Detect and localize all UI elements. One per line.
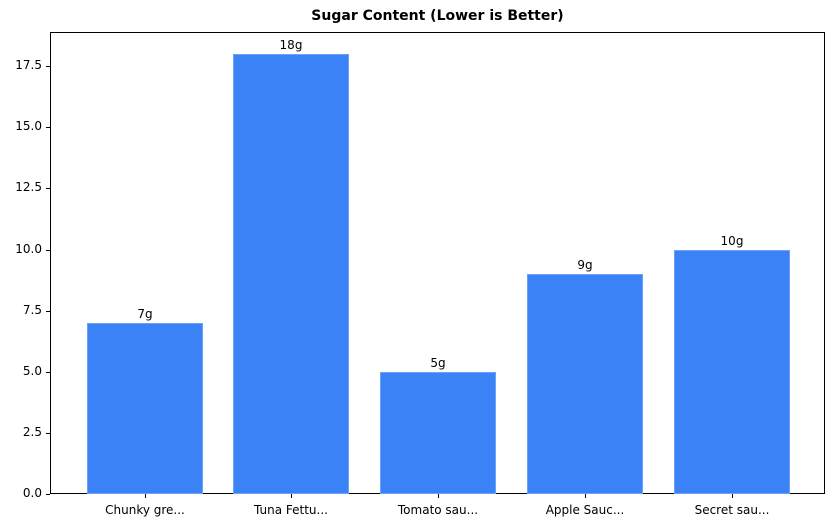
y-tick <box>46 66 50 68</box>
bar <box>380 371 496 494</box>
chart-title: Sugar Content (Lower is Better) <box>311 8 564 24</box>
y-tick-label: 7.5 <box>22 302 42 317</box>
y-tick <box>46 310 50 312</box>
bar-value-label: 5g <box>430 355 446 370</box>
x-tick-label: Apple Sauc... <box>545 503 625 517</box>
x-tick <box>732 494 733 498</box>
y-tick <box>46 127 50 129</box>
y-tick-label: 2.5 <box>22 424 42 439</box>
bar-value-label: 10g <box>720 233 744 248</box>
x-tick-label: Tomato sau... <box>397 503 479 517</box>
x-tick <box>145 494 146 498</box>
bar-value-label: 9g <box>577 258 593 272</box>
y-tick-label: 15.0 <box>15 119 42 134</box>
y-tick <box>46 188 50 190</box>
y-tick <box>46 494 50 495</box>
y-tick-label: 5.0 <box>22 363 42 378</box>
y-tick <box>46 432 50 434</box>
x-tick-label: Secret sau... <box>694 503 770 517</box>
bar-value-label: 7g <box>137 306 153 321</box>
y-tick <box>46 371 50 373</box>
bar <box>674 249 790 494</box>
bar <box>527 274 643 494</box>
y-tick-label: 17.5 <box>15 58 42 73</box>
x-tick-label: Chunky gre... <box>105 503 185 517</box>
bar-value-label: 18g <box>279 38 303 52</box>
y-tick <box>46 249 50 251</box>
bar <box>233 54 349 494</box>
x-tick-label: Tuna Fettu... <box>254 503 328 517</box>
x-tick <box>291 494 292 498</box>
y-tick-label: 10.0 <box>15 241 42 256</box>
x-tick <box>585 494 586 498</box>
y-tick-label: 12.5 <box>15 180 42 195</box>
y-tick-label: 0.0 <box>22 486 42 500</box>
x-tick <box>438 494 439 498</box>
bar <box>87 322 203 494</box>
